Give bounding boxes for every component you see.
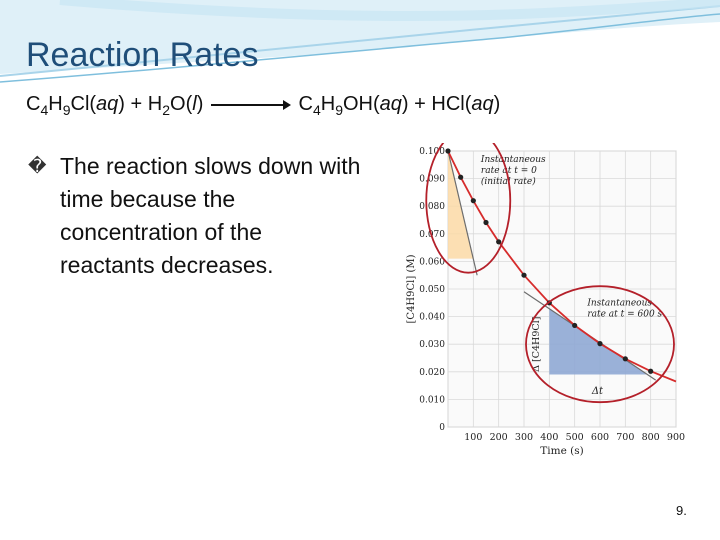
delta-time-label: Δt — [591, 386, 604, 397]
y-tick-label: 0.010 — [419, 395, 445, 405]
data-point — [483, 219, 489, 226]
y-tick-label: 0.070 — [419, 230, 445, 240]
data-point — [521, 272, 527, 278]
y-tick-label: 0.020 — [419, 368, 445, 378]
eq-reactant-1: C4H9Cl(aq) — [26, 93, 125, 118]
bullet-point: � The reaction slows down with time beca… — [28, 150, 362, 282]
y-tick-label: 0.090 — [419, 175, 445, 185]
chemical-equation: C4H9Cl(aq) + H2O(l) C4H9OH(aq) + HCl(aq) — [26, 93, 500, 118]
y-tick-label: 0.080 — [419, 202, 445, 212]
eq-product-1: C4H9OH(aq) — [298, 93, 409, 118]
eq-reactant-2: + H2O(l) — [124, 93, 204, 118]
x-tick-label: 600 — [591, 432, 609, 443]
data-point — [445, 148, 451, 154]
data-point — [622, 356, 628, 362]
data-point — [572, 322, 578, 329]
reaction-arrow-icon — [210, 99, 291, 110]
bullet-icon: � — [28, 156, 47, 176]
page-number: 9. — [676, 503, 687, 518]
x-tick-label: 900 — [667, 432, 685, 443]
y-tick-label: 0.030 — [419, 340, 445, 350]
concentration-curve — [447, 150, 677, 383]
x-tick-label: 100 — [464, 432, 482, 443]
initial-tangent-line — [447, 150, 478, 276]
x-tick-label: 700 — [616, 432, 634, 443]
data-point — [470, 198, 476, 204]
y-tick-label: 0 — [439, 423, 445, 433]
slide-title: Reaction Rates — [26, 36, 259, 74]
x-tick-label: 800 — [642, 432, 660, 443]
x-tick-label: 500 — [566, 432, 584, 443]
eq-product-2: + HCl(aq) — [408, 93, 501, 115]
later-rate-highlight-circle — [525, 285, 675, 404]
initial-rate-highlight-circle — [425, 143, 512, 274]
x-tick-label: 200 — [490, 432, 508, 443]
bullet-text: The reaction slows down with time becaus… — [60, 153, 361, 278]
data-point — [458, 174, 464, 180]
x-axis-label: Time (s) — [540, 445, 583, 457]
concentration-time-chart: 100 200 300 400 500 600 700 800 900 0 0.010 0.020 0.… — [406, 143, 685, 457]
later-rate-annotation: Instantaneous — [586, 299, 652, 309]
later-rate-annotation: rate at t = 600 s — [587, 310, 662, 320]
initial-rate-triangle — [448, 151, 474, 259]
y-tick-label: 0.040 — [419, 313, 445, 323]
y-tick-label: 0.100 — [419, 147, 445, 157]
data-point — [648, 368, 654, 374]
y-axis-label: [C4H9Cl] (M) — [406, 254, 417, 323]
x-tick-label: 300 — [515, 432, 533, 443]
y-tick-label: 0.060 — [419, 257, 445, 267]
data-point — [597, 341, 603, 347]
initial-rate-annotation: Instantaneous — [480, 155, 546, 165]
data-point — [496, 239, 502, 245]
header-banner — [0, 0, 720, 83]
delta-concentration-label: Δ [C4H9Cl] — [531, 317, 542, 372]
initial-rate-annotation: rate at t = 0 — [481, 166, 537, 176]
y-tick-label: 0.050 — [419, 285, 445, 295]
x-tick-label: 400 — [540, 432, 558, 443]
